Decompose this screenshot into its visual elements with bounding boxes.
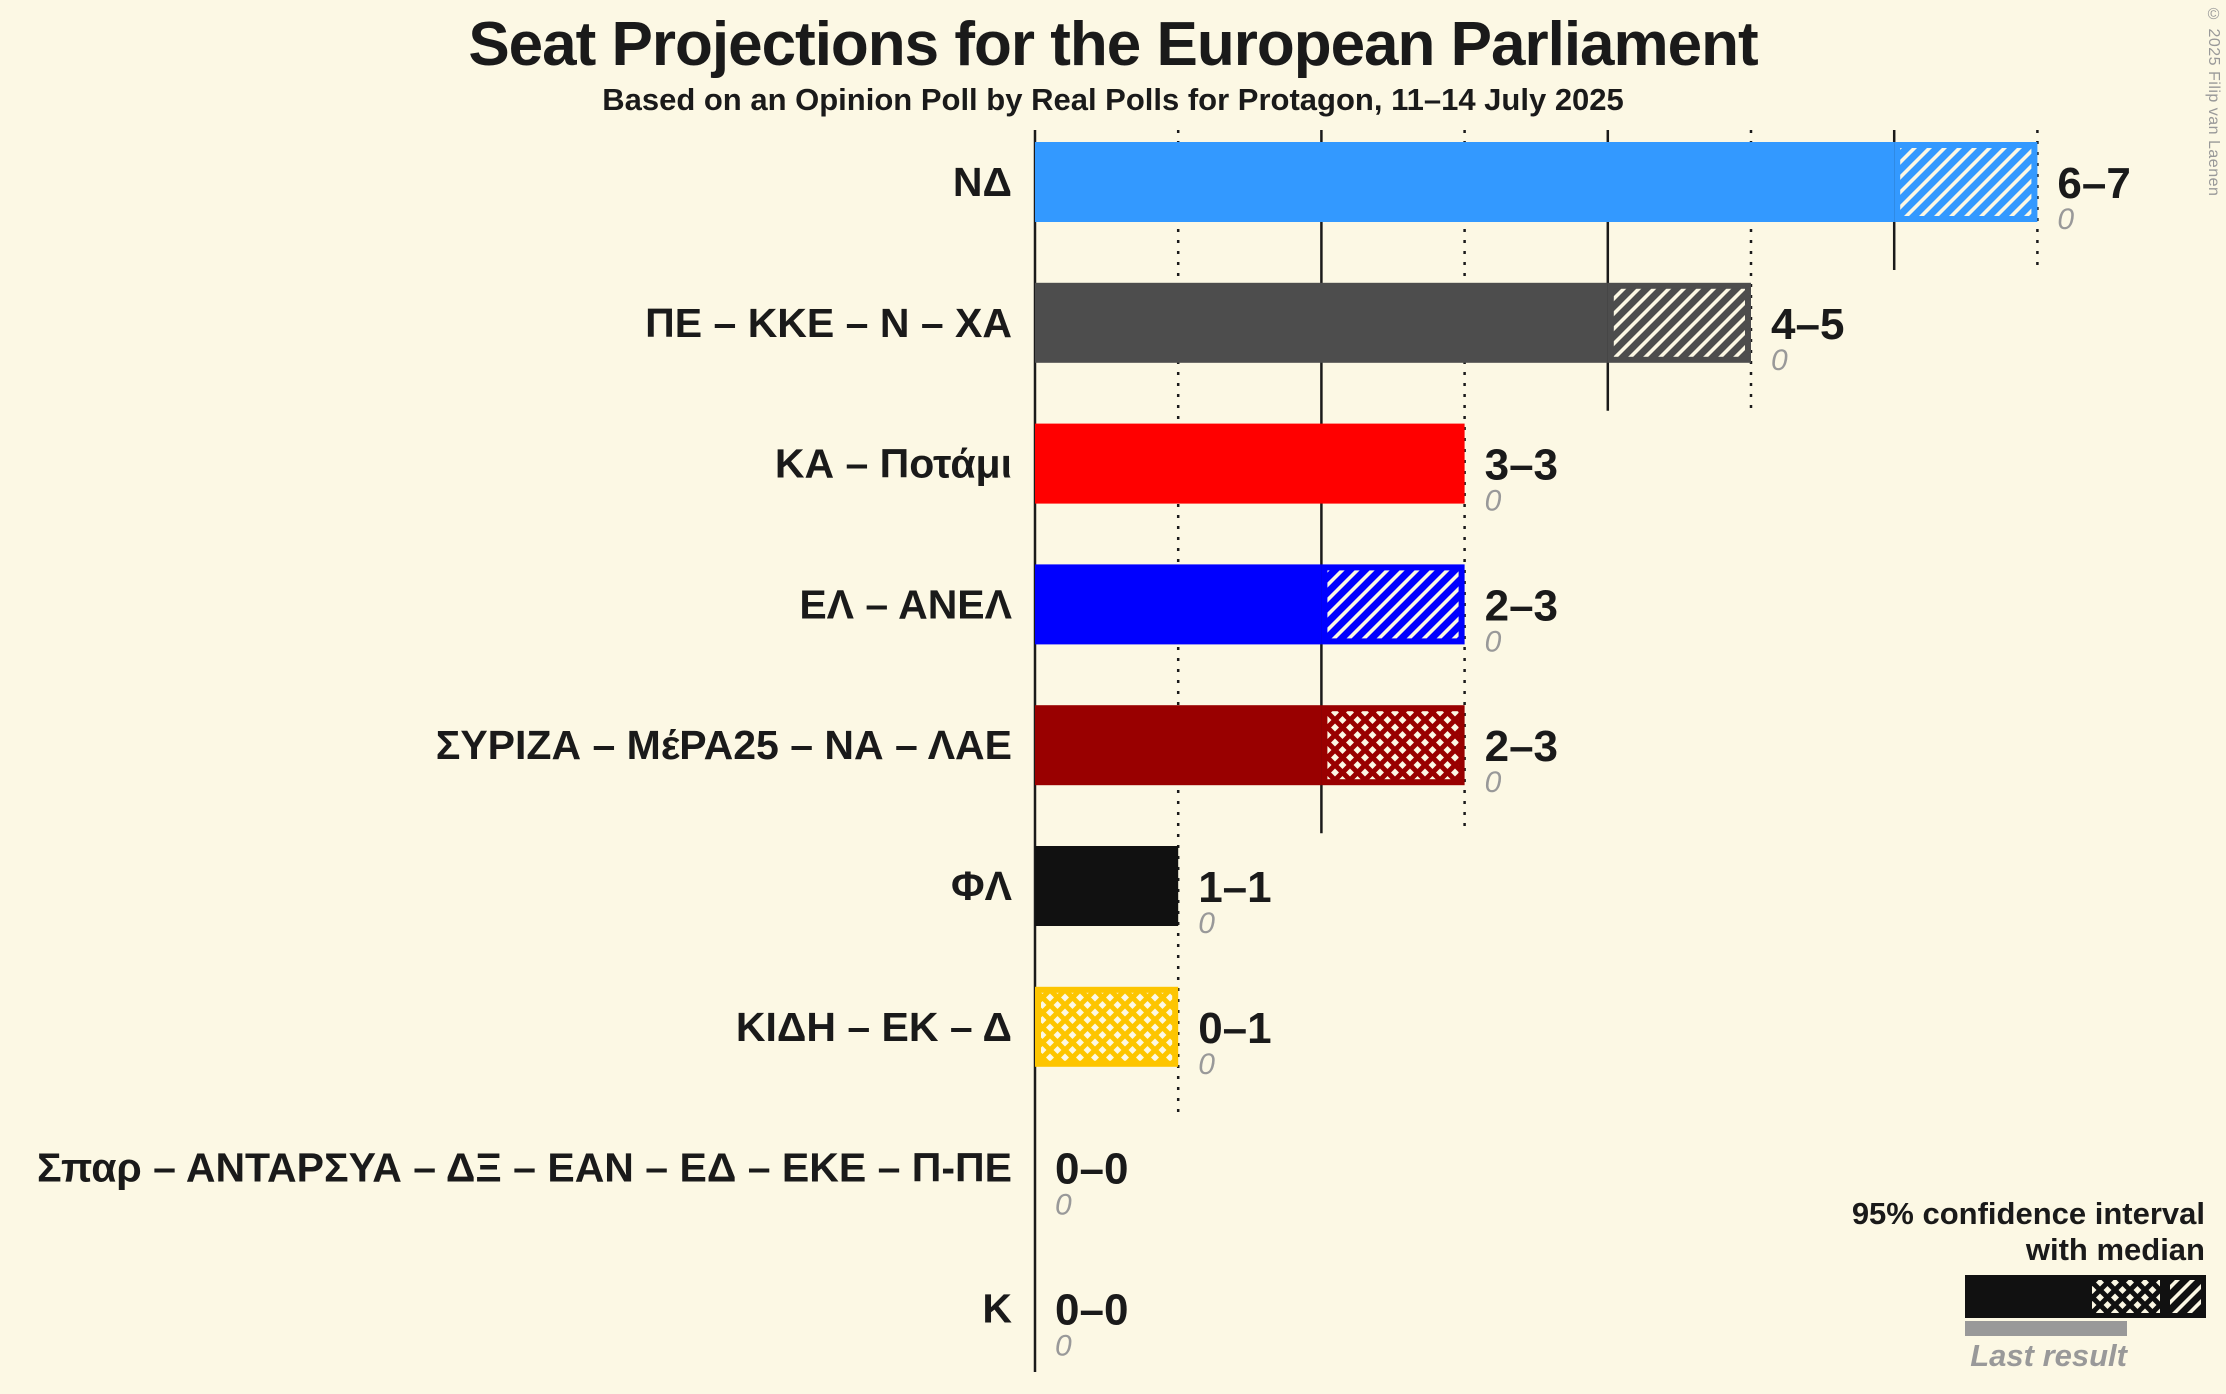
- value-label-row-2: 3–3: [1485, 441, 1558, 490]
- value-label-row-4: 2–3: [1485, 722, 1558, 771]
- value-label-row-8: 0–0: [1055, 1285, 1128, 1334]
- bar-diagonal-hatch-segment: [1321, 564, 1465, 645]
- bar-diagonal-hatch-segment: [1894, 142, 2038, 222]
- legend-diagonal-segment: [2165, 1275, 2206, 1318]
- bar-row-2: ΚΑ – Ποτάμι 3–30: [775, 423, 1558, 518]
- bar-solid-segment: [1035, 846, 1179, 926]
- last-result-value-row-8: 0: [1055, 1329, 1072, 1362]
- last-result-value-row-3: 0: [1485, 625, 1502, 658]
- bar-row-3: ΕΛ – ΑΝΕΛ 2–30: [799, 564, 1558, 658]
- party-label-row-7: Σπαρ – ΑΝΤΑΡΣΥΑ – ΔΞ – ΕΑΝ – ΕΔ – ΕΚΕ – …: [37, 1145, 1012, 1191]
- last-result-value-row-4: 0: [1485, 766, 1502, 799]
- party-label-row-4: ΣΥΡΙΖΑ – ΜέΡΑ25 – ΝΑ – ΛΑΕ: [436, 722, 1012, 768]
- party-label-row-3: ΕΛ – ΑΝΕΛ: [799, 581, 1012, 627]
- bar-row-1: ΠΕ – ΚΚΕ – Ν – ΧΑ 4–50: [645, 282, 1844, 377]
- bar-solid-segment: [1035, 705, 1322, 786]
- bar-row-7: Σπαρ – ΑΝΤΑΡΣΥΑ – ΔΞ – ΕΑΝ – ΕΔ – ΕΚΕ – …: [37, 1145, 1128, 1222]
- bar-crosshatch-segment: [1035, 986, 1179, 1067]
- value-label-row-1: 4–5: [1771, 300, 1844, 349]
- chart-subtitle: Based on an Opinion Poll by Real Polls f…: [602, 82, 1624, 117]
- bar-crosshatch-segment: [1321, 705, 1465, 786]
- bar-solid-segment: [1035, 282, 1608, 363]
- legend-ci-line2: with median: [2025, 1232, 2205, 1267]
- bar-solid-segment: [1035, 142, 1895, 222]
- legend-sample-bar: [1965, 1275, 2206, 1336]
- party-label-row-2: ΚΑ – Ποτάμι: [775, 441, 1012, 487]
- last-result-value-row-1: 0: [1771, 344, 1788, 377]
- party-label-row-6: ΚΙΔΗ – ΕΚ – Δ: [736, 1004, 1012, 1050]
- chart-title: Seat Projections for the European Parlia…: [468, 10, 1758, 79]
- bar-row-0: ΝΔ 6–70: [953, 142, 2131, 236]
- party-label-row-1: ΠΕ – ΚΚΕ – Ν – ΧΑ: [645, 300, 1012, 346]
- value-label-row-6: 0–1: [1198, 1004, 1271, 1053]
- legend-last-result-bar: [1965, 1321, 2127, 1336]
- value-label-row-3: 2–3: [1485, 581, 1558, 630]
- last-result-value-row-2: 0: [1485, 485, 1502, 518]
- value-label-row-0: 6–7: [2057, 159, 2130, 208]
- copyright-notice: © 2025 Filip van Laenen: [2205, 6, 2222, 197]
- bar-row-6: ΚΙΔΗ – ΕΚ – Δ 0–10: [736, 986, 1272, 1081]
- bar-diagonal-hatch-segment: [1607, 282, 1752, 363]
- last-result-value-row-6: 0: [1198, 1048, 1215, 1081]
- value-label-row-5: 1–1: [1198, 863, 1271, 912]
- bar-solid-segment: [1035, 423, 1465, 504]
- bar-solid-segment: [1035, 564, 1322, 645]
- party-label-row-0: ΝΔ: [953, 159, 1012, 205]
- legend-crosshatch-segment: [2087, 1275, 2165, 1318]
- last-result-value-row-5: 0: [1198, 907, 1215, 940]
- bar-row-4: ΣΥΡΙΖΑ – ΜέΡΑ25 – ΝΑ – ΛΑΕ 2–30: [436, 705, 1558, 799]
- bar-row-5: ΦΛ 1–10: [951, 846, 1272, 940]
- party-label-row-8: Κ: [982, 1285, 1012, 1331]
- legend-ci-label: 95% confidence interval with median: [1852, 1196, 2205, 1268]
- party-label-row-5: ΦΛ: [951, 863, 1013, 909]
- legend-solid-segment: [1965, 1275, 2087, 1318]
- legend-ci-line1: 95% confidence interval: [1851, 1196, 2205, 1231]
- last-result-value-row-7: 0: [1055, 1189, 1072, 1222]
- bar-row-8: Κ 0–00: [982, 1285, 1128, 1362]
- last-result-value-row-0: 0: [2057, 203, 2074, 236]
- legend-last-result-label: Last result: [1970, 1338, 2127, 1373]
- value-label-row-7: 0–0: [1055, 1145, 1128, 1194]
